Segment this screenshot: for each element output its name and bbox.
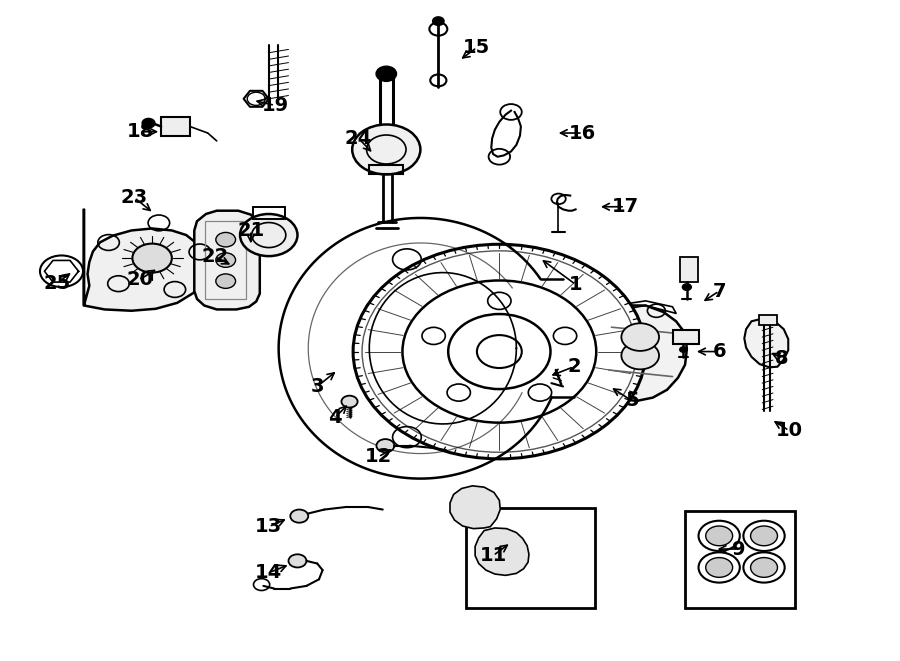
Text: 2: 2 xyxy=(567,357,580,376)
Text: 8: 8 xyxy=(775,348,788,368)
Circle shape xyxy=(706,526,733,546)
Circle shape xyxy=(751,558,778,577)
Text: 16: 16 xyxy=(569,124,597,143)
Circle shape xyxy=(216,274,236,288)
Bar xyxy=(369,165,403,174)
Circle shape xyxy=(376,67,396,81)
Text: 1: 1 xyxy=(569,275,582,294)
Circle shape xyxy=(132,244,172,272)
Circle shape xyxy=(341,396,357,408)
Circle shape xyxy=(291,510,308,523)
Polygon shape xyxy=(194,211,260,309)
Polygon shape xyxy=(588,305,687,401)
Circle shape xyxy=(216,253,236,267)
Text: 13: 13 xyxy=(256,517,283,536)
Polygon shape xyxy=(450,486,500,529)
Text: 15: 15 xyxy=(464,38,490,57)
Text: 11: 11 xyxy=(480,546,507,565)
Circle shape xyxy=(751,526,778,546)
Circle shape xyxy=(353,245,645,459)
Circle shape xyxy=(433,17,444,25)
Text: 22: 22 xyxy=(202,247,229,266)
Text: 10: 10 xyxy=(776,421,803,440)
Text: 4: 4 xyxy=(328,408,342,427)
Text: 25: 25 xyxy=(43,274,70,293)
Circle shape xyxy=(682,284,691,290)
Circle shape xyxy=(240,214,298,256)
Text: 12: 12 xyxy=(364,447,392,467)
Circle shape xyxy=(621,342,659,369)
Text: 3: 3 xyxy=(310,377,324,396)
Text: 17: 17 xyxy=(611,197,638,216)
Circle shape xyxy=(706,558,733,577)
Text: 23: 23 xyxy=(121,188,148,207)
Bar xyxy=(253,207,285,219)
Text: 5: 5 xyxy=(626,391,639,410)
Circle shape xyxy=(289,555,306,567)
Circle shape xyxy=(680,347,687,352)
Text: 19: 19 xyxy=(262,96,289,115)
Bar xyxy=(161,116,190,136)
Text: 7: 7 xyxy=(713,282,726,301)
Circle shape xyxy=(142,118,155,128)
Bar xyxy=(672,330,699,344)
Text: 20: 20 xyxy=(127,270,154,289)
Bar xyxy=(466,508,596,608)
Polygon shape xyxy=(744,319,788,368)
Text: 6: 6 xyxy=(713,342,726,361)
Polygon shape xyxy=(84,209,206,311)
Text: 21: 21 xyxy=(238,221,265,240)
Circle shape xyxy=(621,323,659,351)
Bar xyxy=(759,315,777,325)
Circle shape xyxy=(216,233,236,247)
Circle shape xyxy=(376,439,394,452)
Polygon shape xyxy=(475,528,529,575)
Bar xyxy=(685,511,795,608)
Bar xyxy=(680,256,698,282)
Text: 9: 9 xyxy=(733,539,746,559)
Bar xyxy=(205,221,247,299)
Circle shape xyxy=(352,124,420,175)
Text: 14: 14 xyxy=(255,563,283,582)
Text: 24: 24 xyxy=(345,129,372,148)
Text: 18: 18 xyxy=(127,122,154,141)
